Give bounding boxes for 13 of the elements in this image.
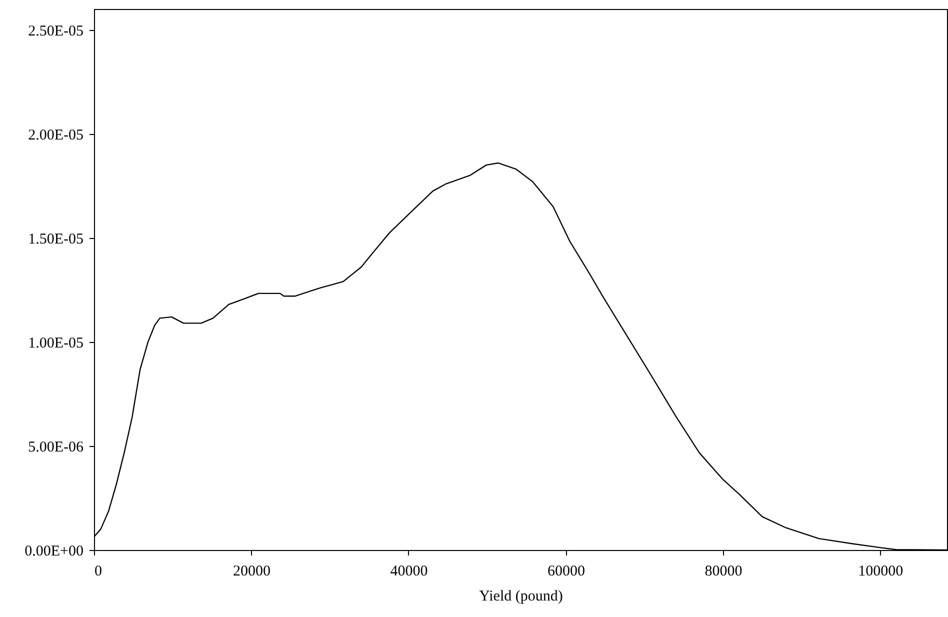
y-tick-label: 1.50E-05: [28, 231, 84, 248]
x-tick-label: 0: [94, 564, 102, 580]
x-tick-label: 20000: [232, 564, 270, 580]
x-tick-label: 60000: [547, 564, 585, 580]
x-tick-label: 40000: [390, 564, 428, 580]
y-tick-label: 5.00E-06: [28, 439, 84, 456]
y-tick-label: 2.50E-05: [28, 23, 84, 40]
x-axis-title: Yield (pound): [479, 588, 563, 604]
y-tick-label: 0.00E+00: [24, 544, 84, 560]
x-tick-label: 100000: [858, 564, 904, 580]
x-tick-label: 80000: [704, 564, 742, 580]
y-tick-label: 1.00E-05: [28, 335, 84, 352]
y-tick-label: 2.00E-05: [28, 127, 84, 144]
